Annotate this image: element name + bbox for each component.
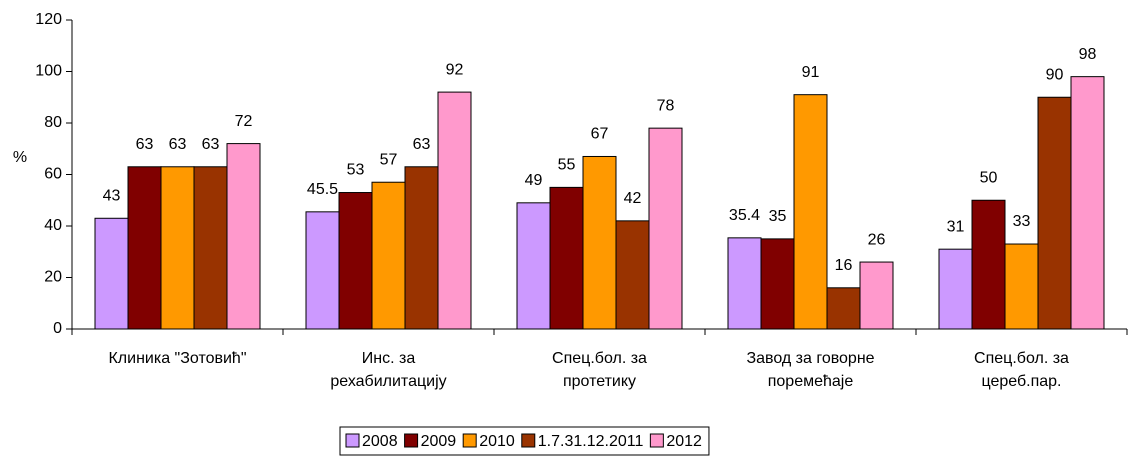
x-tick-label: Клиника "Зотовић": [108, 350, 246, 367]
value-label: 42: [624, 190, 642, 207]
bar: [305, 211, 340, 330]
value-label: 63: [169, 136, 187, 153]
bar: [727, 237, 762, 330]
value-label: 92: [446, 61, 464, 78]
value-label: 26: [868, 231, 886, 248]
legend-swatch: [404, 433, 419, 448]
bar: [127, 166, 162, 330]
legend-label: 2010: [479, 433, 515, 450]
value-label: 33: [1013, 213, 1031, 230]
value-label: 49: [525, 172, 543, 189]
bar: [549, 186, 584, 330]
bar: [160, 166, 195, 330]
legend-swatch: [345, 433, 360, 448]
value-label: 98: [1079, 46, 1097, 63]
legend-swatch: [649, 433, 664, 448]
value-label: 45.5: [307, 181, 338, 198]
bar: [1070, 76, 1105, 330]
bar: [859, 261, 894, 330]
x-tick-label: Инс. за рехабилитацију: [330, 350, 446, 390]
bar: [793, 94, 828, 330]
bar: [826, 287, 861, 330]
value-label: 31: [947, 218, 965, 235]
bar: [760, 238, 795, 330]
y-tick-label: 20: [44, 269, 62, 286]
bar: [648, 127, 683, 330]
value-label: 63: [202, 136, 220, 153]
bar: [437, 91, 472, 330]
bar: [193, 166, 228, 330]
value-label: 63: [413, 136, 431, 153]
value-label: 50: [980, 169, 998, 186]
bar: [516, 202, 551, 330]
value-label: 35.4: [729, 207, 760, 224]
y-tick-label: 100: [35, 63, 62, 80]
bar: [582, 155, 617, 330]
legend-swatch: [521, 433, 536, 448]
value-label: 57: [380, 151, 398, 168]
bar: [404, 166, 439, 330]
y-tick-label: 80: [44, 114, 62, 131]
value-label: 90: [1046, 66, 1064, 83]
bar: [94, 217, 129, 330]
y-axis-label: %: [13, 149, 27, 166]
value-label: 91: [802, 64, 820, 81]
value-label: 72: [235, 113, 253, 130]
bar: [338, 192, 373, 330]
y-tick-label: 40: [44, 217, 62, 234]
value-label: 16: [835, 257, 853, 274]
bar: [226, 143, 261, 330]
y-tick-label: 120: [35, 11, 62, 28]
value-label: 63: [136, 136, 154, 153]
bar: [1004, 243, 1039, 330]
bar: [371, 181, 406, 330]
value-label: 53: [347, 162, 365, 179]
value-label: 78: [657, 97, 675, 114]
bar: [971, 199, 1006, 330]
x-tick-label: Спец.бол. за протетику: [552, 350, 647, 390]
y-tick-label: 0: [53, 320, 62, 337]
legend-swatch: [462, 433, 477, 448]
bar: [615, 220, 650, 330]
value-label: 35: [769, 208, 787, 225]
x-tick-label: Завод за говорне поремећаје: [746, 350, 874, 390]
bar: [938, 248, 973, 330]
legend-label: 1.7.31.12.2011: [538, 433, 644, 450]
legend-label: 2008: [362, 433, 398, 450]
value-label: 67: [591, 126, 609, 143]
legend-label: 2009: [421, 433, 457, 450]
bar: [1037, 96, 1072, 330]
x-tick-label: Спец.бол. за цереб.пар.: [974, 350, 1069, 390]
value-label: 43: [103, 187, 121, 204]
y-tick-label: 60: [44, 166, 62, 183]
legend-label: 2012: [666, 433, 702, 450]
value-label: 55: [558, 157, 576, 174]
